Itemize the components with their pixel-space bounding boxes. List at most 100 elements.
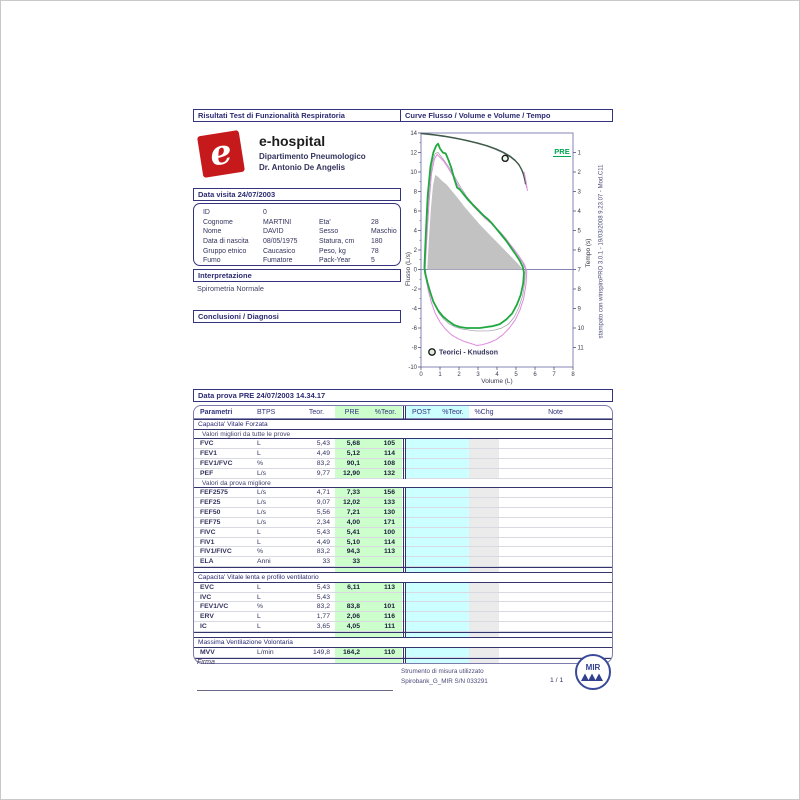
cell-teor: 149,8 (312, 648, 330, 656)
volume-tick-label: 8 (571, 372, 575, 378)
flusso-tick-label: -4 (412, 307, 418, 313)
cell-teor: 33 (322, 558, 330, 566)
cell-btps: L/s (257, 469, 267, 477)
visit-date-bar: Data visita 24/07/2003 (193, 188, 401, 201)
patient-field-value: Fumatore (263, 257, 293, 265)
spacer-cell (437, 658, 469, 663)
cell-note (499, 593, 612, 602)
cell-parametri: ERV (200, 613, 214, 621)
spacer-cell (254, 659, 298, 663)
cell-btps: % (257, 548, 264, 556)
table-row: FVC L 5,43 5,68 105 (194, 439, 612, 449)
cell-post (406, 557, 437, 567)
cell-pteor: 113 (369, 547, 402, 557)
tempo-tick-label: 6 (578, 248, 582, 254)
flusso-tick-label: 10 (410, 170, 417, 176)
cell-chg (469, 458, 499, 468)
cell-chg (469, 612, 499, 622)
patient-field-label: Gruppo etnico (203, 247, 247, 255)
cell-teor: 5,43 (316, 440, 330, 447)
cell-parametri: EVC (200, 583, 214, 591)
cell-post (406, 602, 437, 612)
spacer-cell (369, 568, 402, 573)
patient-field-label: Nome (203, 228, 222, 236)
results-table: Parametri BTPS Teor. PRE %Teor. POST %Teor. %Ch… (193, 405, 613, 664)
cell-pre: 12,90 (335, 468, 369, 478)
cell-post (406, 582, 437, 592)
flusso-tick-label: 4 (414, 229, 418, 235)
interpretation-bar: Interpretazione (193, 269, 401, 282)
cell-chg (469, 602, 499, 612)
spacer-cell (406, 568, 437, 573)
cell-btps: L/s (257, 498, 267, 506)
cell-post (406, 547, 437, 557)
flusso-volume-trial-gray (424, 152, 526, 332)
cell-parametri: IC (200, 623, 207, 631)
flusso-tick-label: 0 (414, 268, 418, 274)
y-axis-right-label: Tempo (s) (585, 239, 592, 268)
spacer-cell (298, 659, 335, 663)
cell-post-pteor (437, 547, 469, 557)
report-section-title: Risultati Test di Funzionalità Respirato… (193, 109, 401, 122)
cell-note (499, 498, 612, 507)
flusso-tick-label: -10 (408, 365, 417, 371)
cell-chg (469, 557, 499, 567)
cell-parametri: FVC (200, 440, 214, 447)
cell-pteor: 171 (369, 517, 402, 527)
cell-post-pteor (437, 647, 469, 657)
cell-teor: 83,2 (316, 459, 330, 467)
cell-parametri: FEV1/FVC (200, 459, 233, 467)
cell-chg (469, 547, 499, 557)
table-row: FEF25 L/s 9,07 12,02 133 (194, 497, 612, 508)
cell-post (406, 647, 437, 657)
cell-pre: 5,68 (335, 439, 369, 448)
patient-field-row: Data di nascita 08/05/1975 Statura, cm 180 (203, 237, 400, 247)
flusso-tick-label: -8 (412, 346, 418, 352)
cell-btps: % (257, 459, 264, 467)
cell-post (406, 458, 437, 468)
cell-btps: Anni (257, 558, 271, 566)
patient-field-label: Data di nascita (203, 238, 249, 246)
cell-post (406, 468, 437, 478)
cell-parametri: FEV1 (200, 449, 217, 457)
instrument-label: Strumento di misura utilizzato (401, 668, 484, 675)
cell-post-pteor (437, 507, 469, 517)
cell-chg (469, 647, 499, 657)
cell-pre: 5,41 (335, 527, 369, 537)
cell-teor: 3,65 (316, 623, 330, 631)
cell-post-pteor (437, 497, 469, 507)
tempo-tick-label: 1 (578, 151, 582, 157)
cell-note (499, 459, 612, 468)
y-axis-left-label: Flusso (L/s) (405, 252, 412, 286)
mir-logo-mountains (581, 673, 603, 681)
spacer-cell (469, 568, 499, 573)
table-row: EVC L 5,43 6,11 113 (194, 582, 612, 593)
patient-info-box: ID 0 Cognome MARTINI Eta' 28 Nome DAVID Sesso Mas… (193, 203, 401, 266)
patient-field-value: 180 (371, 238, 383, 246)
cell-note (499, 518, 612, 527)
patient-field-row: Gruppo etnico Caucasico Peso, kg 78 (203, 247, 400, 257)
cell-teor: 5,43 (316, 583, 330, 591)
cell-teor: 4,71 (316, 489, 330, 497)
cell-chg (469, 448, 499, 458)
tempo-tick-label: 7 (578, 268, 582, 274)
flusso-volume-trial-pink (424, 153, 528, 347)
mir-logo-text: MIR (585, 662, 601, 672)
cell-teor: 4,49 (316, 449, 330, 457)
tempo-tick-label: 11 (578, 346, 585, 352)
flusso-tick-label: 2 (414, 248, 418, 254)
cell-pre: 4,00 (335, 517, 369, 527)
table-section-title: Capacita' Vitale lenta e profilo ventila… (194, 572, 612, 583)
cell-post (406, 439, 437, 448)
cell-post-pteor (437, 448, 469, 458)
signature-line (197, 690, 393, 691)
cell-pre: 4,05 (335, 622, 369, 632)
cell-post-pteor (437, 557, 469, 567)
patient-field-label: Peso, kg (319, 247, 346, 255)
cell-note (499, 602, 612, 611)
cell-pteor: 116 (369, 612, 402, 622)
patient-field-value: MARTINI (263, 218, 292, 226)
cell-pre: 12,02 (335, 497, 369, 507)
cell-pre: 7,21 (335, 507, 369, 517)
